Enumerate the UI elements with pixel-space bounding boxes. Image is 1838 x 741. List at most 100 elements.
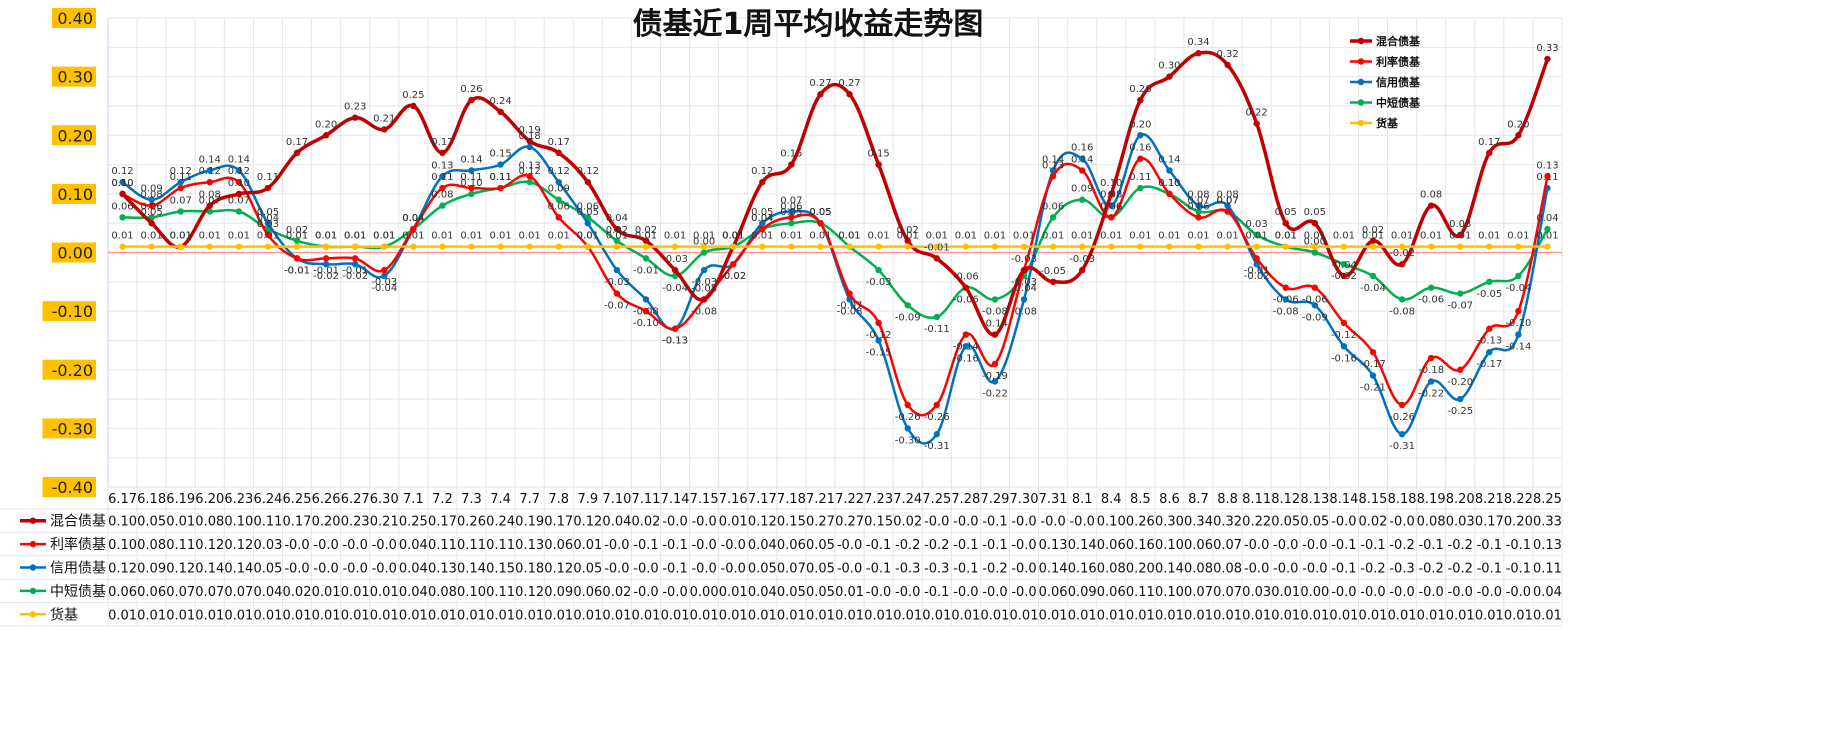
data-label: 0.01 xyxy=(1042,231,1064,242)
table-cell: 0.32 xyxy=(1213,515,1242,530)
data-label: 0.26 xyxy=(460,84,482,95)
table-cell: 0.01 xyxy=(1068,608,1097,623)
data-label: -0.08 xyxy=(982,306,1008,317)
data-label: -0.02 xyxy=(1244,271,1270,282)
table-category-label: 6.23 xyxy=(224,492,253,507)
table-cell: 0.07 xyxy=(195,585,224,600)
data-point xyxy=(1515,273,1521,279)
data-point xyxy=(323,243,329,249)
table-cell: 0.01 xyxy=(573,538,602,553)
table-cell: 0.01 xyxy=(312,585,341,600)
data-point xyxy=(614,243,620,249)
table-cell: 0.01 xyxy=(224,608,253,623)
data-point xyxy=(817,91,823,97)
table-cell: 0.23 xyxy=(341,515,370,530)
table-cell: -0.0 xyxy=(1360,585,1385,600)
table-category-label: 7.2 xyxy=(432,492,453,507)
data-label: 0.12 xyxy=(199,166,221,177)
table-cell: 0.01 xyxy=(690,608,719,623)
table-cell: 0.05 xyxy=(777,585,806,600)
table-cell: -0.1 xyxy=(633,538,658,553)
data-point xyxy=(905,402,911,408)
data-label: -0.02 xyxy=(342,271,368,282)
data-label: -0.26 xyxy=(1389,412,1415,423)
table-cell: 0.01 xyxy=(399,608,428,623)
table-cell: -0.1 xyxy=(866,538,891,553)
table-cell: 0.14 xyxy=(1039,562,1068,577)
data-label: 0.01 xyxy=(606,231,628,242)
table-series-name: 货基 xyxy=(50,606,78,623)
table-cell: -0.0 xyxy=(1011,538,1036,553)
table-cell: 0.06 xyxy=(108,585,137,600)
data-label: 0.01 xyxy=(1013,231,1035,242)
y-tick-label: -0.20 xyxy=(52,361,93,380)
data-label: -0.06 xyxy=(1418,295,1444,306)
table-cell: 0.06 xyxy=(1039,585,1068,600)
table-cell: 0.05 xyxy=(253,562,282,577)
data-point xyxy=(148,220,154,226)
data-label: 0.09 xyxy=(1071,184,1093,195)
data-point xyxy=(556,243,562,249)
data-label: 0.01 xyxy=(1187,231,1209,242)
data-label: 0.01 xyxy=(867,231,889,242)
data-label: 0.01 xyxy=(809,231,831,242)
data-label: -0.08 xyxy=(1273,306,1299,317)
data-label: 0.01 xyxy=(1216,231,1238,242)
table-cell: -0.0 xyxy=(721,562,746,577)
data-label: 0.04 xyxy=(751,213,773,224)
data-label: 0.12 xyxy=(577,166,599,177)
data-label: -0.01 xyxy=(284,265,310,276)
data-label: 0.01 xyxy=(693,231,715,242)
data-label: 0.17 xyxy=(1478,137,1500,148)
data-label: 0.01 xyxy=(838,231,860,242)
data-label: 0.01 xyxy=(460,231,482,242)
data-label: 0.08 xyxy=(1420,190,1442,201)
data-label: 0.11 xyxy=(489,172,511,183)
data-label: 0.01 xyxy=(1362,231,1384,242)
data-point xyxy=(1312,249,1318,255)
data-label: 0.01 xyxy=(1478,231,1500,242)
data-point xyxy=(1253,243,1259,249)
data-label: -0.05 xyxy=(1040,266,1066,277)
table-cell: 0.07 xyxy=(1213,538,1242,553)
table-cell: -0.2 xyxy=(1360,562,1385,577)
table-cell: 0.17 xyxy=(1475,515,1504,530)
data-point xyxy=(934,314,940,320)
table-category-label: 7.30 xyxy=(1010,492,1039,507)
table-cell: 0.11 xyxy=(166,538,195,553)
table-category-label: 8.14 xyxy=(1329,492,1358,507)
table-category-label: 7.3 xyxy=(461,492,482,507)
data-point xyxy=(1486,243,1492,249)
data-point xyxy=(556,150,562,156)
data-label: -0.31 xyxy=(924,441,950,452)
data-label: -0.15 xyxy=(866,347,892,358)
data-label: -0.03 xyxy=(1011,254,1037,265)
table-cell: 0.03 xyxy=(253,538,282,553)
table-cell: 0.16 xyxy=(1068,562,1097,577)
data-label: -0.08 xyxy=(1011,306,1037,317)
data-label: 0.33 xyxy=(1536,43,1558,54)
data-label: -0.08 xyxy=(633,306,659,317)
table-cell: 0.07 xyxy=(1213,585,1242,600)
data-label: 0.15 xyxy=(780,149,802,160)
data-label: 0.08 xyxy=(1100,190,1122,201)
data-label: 0.01 xyxy=(722,231,744,242)
table-cell: 0.24 xyxy=(486,515,515,530)
data-point xyxy=(1166,243,1172,249)
table-cell: 0.01 xyxy=(1271,608,1300,623)
data-label: 0.05 xyxy=(809,207,831,218)
table-category-label: 7.17 xyxy=(748,492,777,507)
table-cell: 0.12 xyxy=(224,538,253,553)
table-cell: 0.10 xyxy=(1155,538,1184,553)
legend-label: 混合债基 xyxy=(1376,34,1421,48)
data-label: 0.01 xyxy=(1071,231,1093,242)
data-point xyxy=(1050,279,1056,285)
data-label: 0.01 xyxy=(780,231,802,242)
table-cell: 0.14 xyxy=(1068,538,1097,553)
table-cell: -0.0 xyxy=(1244,562,1269,577)
data-label: -0.16 xyxy=(953,353,979,364)
table-cell: 0.02 xyxy=(602,585,631,600)
table-category-label: 7.21 xyxy=(806,492,835,507)
data-point xyxy=(1021,243,1027,249)
